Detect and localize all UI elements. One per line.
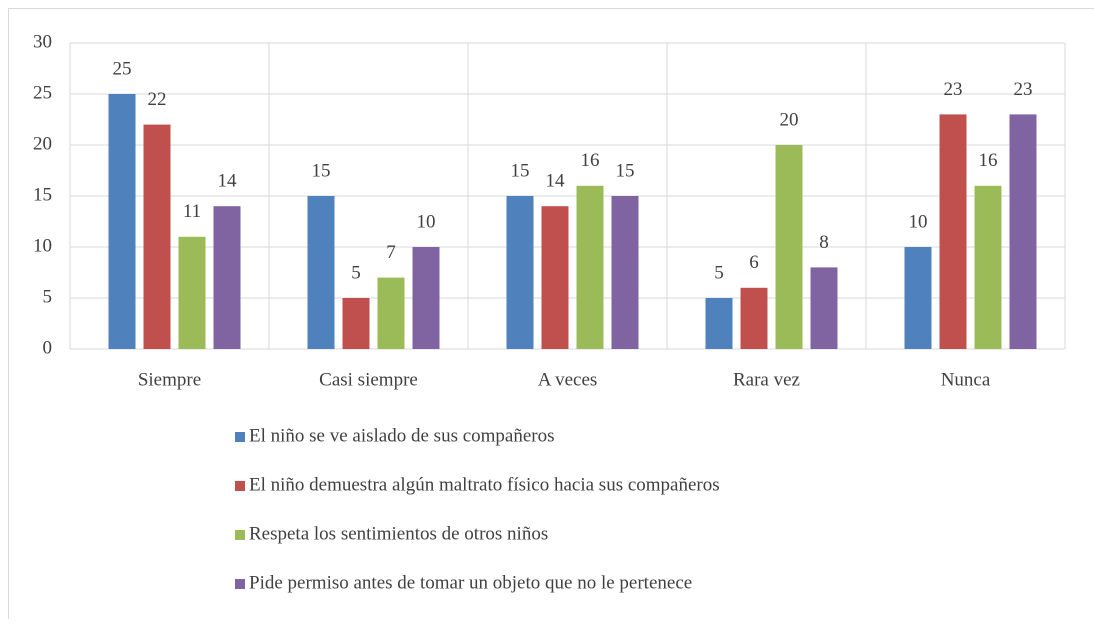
legend-label: El niño demuestra algún maltrato físico … [249,474,720,495]
data-label: 14 [218,171,238,192]
data-label: 10 [909,211,928,232]
bar [811,267,838,349]
bar [776,145,803,349]
legend-swatch [235,432,245,442]
bar [975,186,1002,349]
legend-swatch [235,530,245,540]
y-tick-label: 15 [33,184,52,205]
data-label: 7 [386,242,396,263]
data-label: 5 [714,262,724,283]
x-tick-label: A veces [538,369,598,390]
data-label: 15 [616,160,635,181]
bar [413,247,440,349]
legend-label: Pide permiso antes de tomar un objeto qu… [249,572,692,593]
data-label: 5 [351,262,361,283]
data-label: 16 [979,150,998,171]
bar [378,278,405,349]
bar [1010,114,1037,349]
legend-swatch [235,579,245,589]
legend-swatch [235,481,245,491]
bar [179,237,206,349]
bar [214,206,241,349]
data-label: 20 [780,109,799,130]
y-tick-label: 5 [43,286,53,307]
bar [144,125,171,349]
data-label: 25 [113,58,132,79]
bar [507,196,534,349]
bar [308,196,335,349]
y-tick-label: 30 [33,31,52,52]
y-tick-label: 20 [33,133,52,154]
bar [706,298,733,349]
y-tick-label: 10 [33,235,52,256]
data-label: 23 [944,79,963,100]
data-label: 16 [581,150,600,171]
data-label: 15 [511,160,530,181]
data-label: 11 [183,201,201,222]
bar [741,288,768,349]
bar [612,196,639,349]
data-label: 8 [819,232,829,253]
data-label: 10 [417,211,436,232]
data-label: 15 [312,160,331,181]
bar [343,298,370,349]
data-label: 14 [546,171,566,192]
bar [109,94,136,349]
data-label: 23 [1014,79,1033,100]
x-tick-label: Siempre [138,369,201,390]
legend-label: El niño se ve aislado de sus compañeros [249,425,555,446]
y-tick-label: 25 [33,82,52,103]
y-tick-label: 0 [43,337,53,358]
bar [940,114,967,349]
x-tick-label: Casi siempre [319,369,418,390]
data-label: 6 [749,252,759,273]
bar [542,206,569,349]
x-tick-label: Nunca [941,369,991,390]
legend-label: Respeta los sentimientos de otros niños [249,523,548,544]
bar [905,247,932,349]
bar [577,186,604,349]
data-label: 22 [148,89,167,110]
x-tick-label: Rara vez [733,369,800,390]
